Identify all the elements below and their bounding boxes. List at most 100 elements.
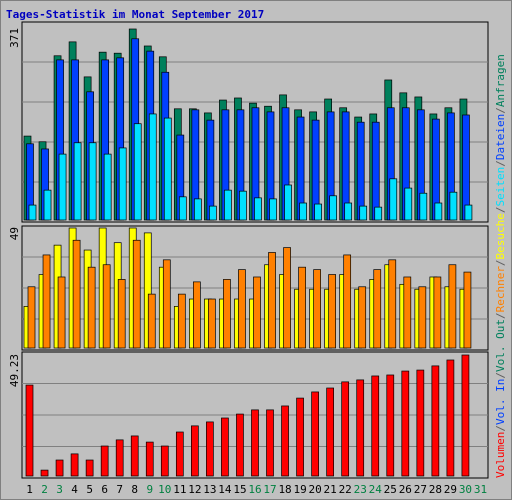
- legend-entry: Volumen: [494, 432, 507, 478]
- bar: [356, 121, 365, 221]
- x-tick-label: 19: [293, 483, 306, 496]
- x-tick-label: 4: [71, 483, 78, 496]
- bar: [311, 391, 319, 477]
- bar: [283, 247, 291, 349]
- legend-entry: Seiten: [494, 167, 507, 207]
- bar: [178, 196, 187, 221]
- bar: [403, 276, 412, 349]
- legend: Volumen/Vol. In/Vol. Out/Rechner/Besuche…: [494, 54, 507, 478]
- bar: [344, 202, 353, 221]
- legend-separator: /: [494, 425, 507, 432]
- bar: [175, 431, 184, 477]
- bar: [103, 153, 112, 221]
- bar: [419, 192, 428, 221]
- bar: [329, 195, 337, 221]
- x-tick-label: 6: [101, 483, 108, 496]
- bar: [266, 409, 274, 477]
- bar: [118, 147, 127, 221]
- bar: [434, 202, 443, 221]
- chart-title: Tages-Statistik im Monat September 2017: [6, 8, 264, 21]
- legend-entry: Anfragen: [494, 54, 507, 107]
- bar: [72, 239, 81, 349]
- legend-entry: Dateien: [494, 114, 507, 160]
- bar: [177, 293, 186, 349]
- x-tick-label: 11: [173, 483, 186, 496]
- bar: [73, 142, 82, 221]
- x-tick-label: 10: [158, 483, 171, 496]
- legend-separator: /: [494, 206, 507, 213]
- bar: [100, 445, 109, 477]
- x-tick-label: 1: [26, 483, 33, 496]
- bar: [130, 435, 139, 477]
- bar: [284, 184, 292, 221]
- bar: [298, 266, 306, 349]
- x-tick-label: 21: [324, 483, 337, 496]
- legend-separator: /: [494, 107, 507, 114]
- x-tick-label: 16: [248, 483, 261, 496]
- legend-separator: /: [494, 160, 507, 167]
- bar: [386, 374, 395, 477]
- bar: [254, 197, 262, 221]
- bar: [206, 119, 215, 221]
- bar: [374, 206, 383, 221]
- bar: [206, 421, 214, 477]
- bar: [40, 469, 49, 477]
- bar: [191, 425, 199, 477]
- bar: [448, 264, 457, 349]
- x-tick-label: 2: [41, 483, 48, 496]
- bar: [208, 298, 216, 349]
- bar: [27, 286, 36, 349]
- bar: [42, 254, 51, 349]
- bar: [404, 187, 413, 221]
- bar: [461, 354, 470, 477]
- bar: [416, 369, 425, 477]
- legend-entry: Vol. Out: [494, 319, 507, 372]
- bar: [145, 441, 154, 477]
- bar: [253, 276, 261, 349]
- bar: [58, 153, 67, 221]
- y-tick-label: 49: [8, 227, 21, 240]
- bar: [328, 274, 336, 349]
- bar: [356, 379, 365, 477]
- bar: [433, 276, 442, 349]
- x-tick-label: 17: [263, 483, 276, 496]
- x-tick-label: 9: [146, 483, 153, 496]
- bar: [70, 453, 79, 477]
- bar: [221, 417, 229, 477]
- bar: [85, 459, 94, 477]
- bar: [359, 205, 368, 221]
- bar: [236, 413, 244, 477]
- bar: [25, 384, 34, 477]
- x-tick-label: 28: [429, 483, 442, 496]
- y-tick-label: 49.23: [8, 354, 21, 387]
- bar: [373, 269, 382, 349]
- bar: [431, 365, 440, 477]
- bar: [193, 281, 201, 349]
- bar: [314, 203, 322, 221]
- x-tick-label: 30: [459, 483, 472, 496]
- y-tick-label: 371: [8, 28, 21, 48]
- bar: [269, 198, 277, 221]
- bar: [296, 397, 304, 477]
- legend-entry: Rechner: [494, 266, 507, 313]
- bar: [55, 459, 64, 477]
- bar: [401, 370, 410, 477]
- legend-entry: Vol. In: [494, 379, 507, 425]
- bar: [133, 123, 142, 221]
- bar: [446, 359, 455, 477]
- bar: [239, 190, 247, 221]
- x-tick-label: 20: [309, 483, 322, 496]
- x-tick-label: 27: [414, 483, 427, 496]
- legend-separator: /: [494, 312, 507, 319]
- bar: [160, 445, 169, 477]
- bar: [132, 239, 141, 349]
- x-tick-label: 23: [354, 483, 367, 496]
- x-tick-label: 7: [116, 483, 123, 496]
- x-tick-label: 25: [384, 483, 397, 496]
- bar: [117, 279, 126, 349]
- bar: [115, 439, 124, 477]
- bar: [299, 202, 307, 221]
- x-tick-label: 8: [131, 483, 138, 496]
- bar: [147, 293, 156, 349]
